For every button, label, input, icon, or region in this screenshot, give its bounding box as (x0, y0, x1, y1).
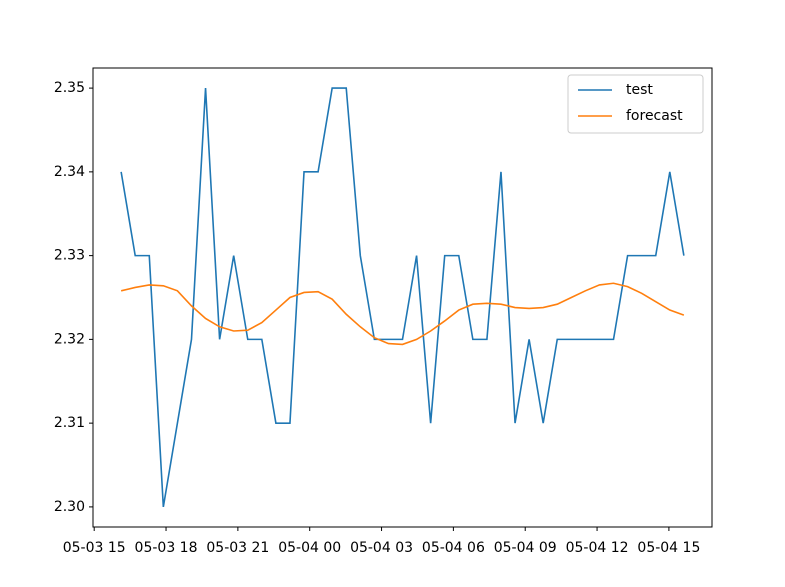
x-tick-label: 05-04 12 (566, 540, 629, 556)
x-tick-label: 05-03 21 (206, 540, 269, 556)
x-tick-label: 05-04 00 (278, 540, 341, 556)
line-series (120, 282, 685, 346)
y-tick-label: 2.30 (54, 499, 85, 515)
legend-label: test (626, 82, 653, 98)
x-tick-label: 05-03 15 (63, 540, 126, 556)
y-tick-label: 2.35 (54, 80, 85, 96)
plot-frame (92, 67, 713, 528)
x-tick-label: 05-04 15 (637, 540, 700, 556)
legend-label: forecast (626, 108, 683, 124)
y-tick-label: 2.31 (54, 415, 85, 431)
x-tick-label: 05-04 09 (494, 540, 557, 556)
x-tick-label: 05-04 06 (422, 540, 485, 556)
x-tick-label: 05-03 18 (135, 540, 198, 556)
y-tick-label: 2.32 (54, 331, 85, 347)
line-series (120, 87, 685, 508)
y-tick-label: 2.34 (54, 164, 85, 180)
y-tick-label: 2.33 (54, 248, 85, 264)
x-tick-label: 05-04 03 (350, 540, 413, 556)
